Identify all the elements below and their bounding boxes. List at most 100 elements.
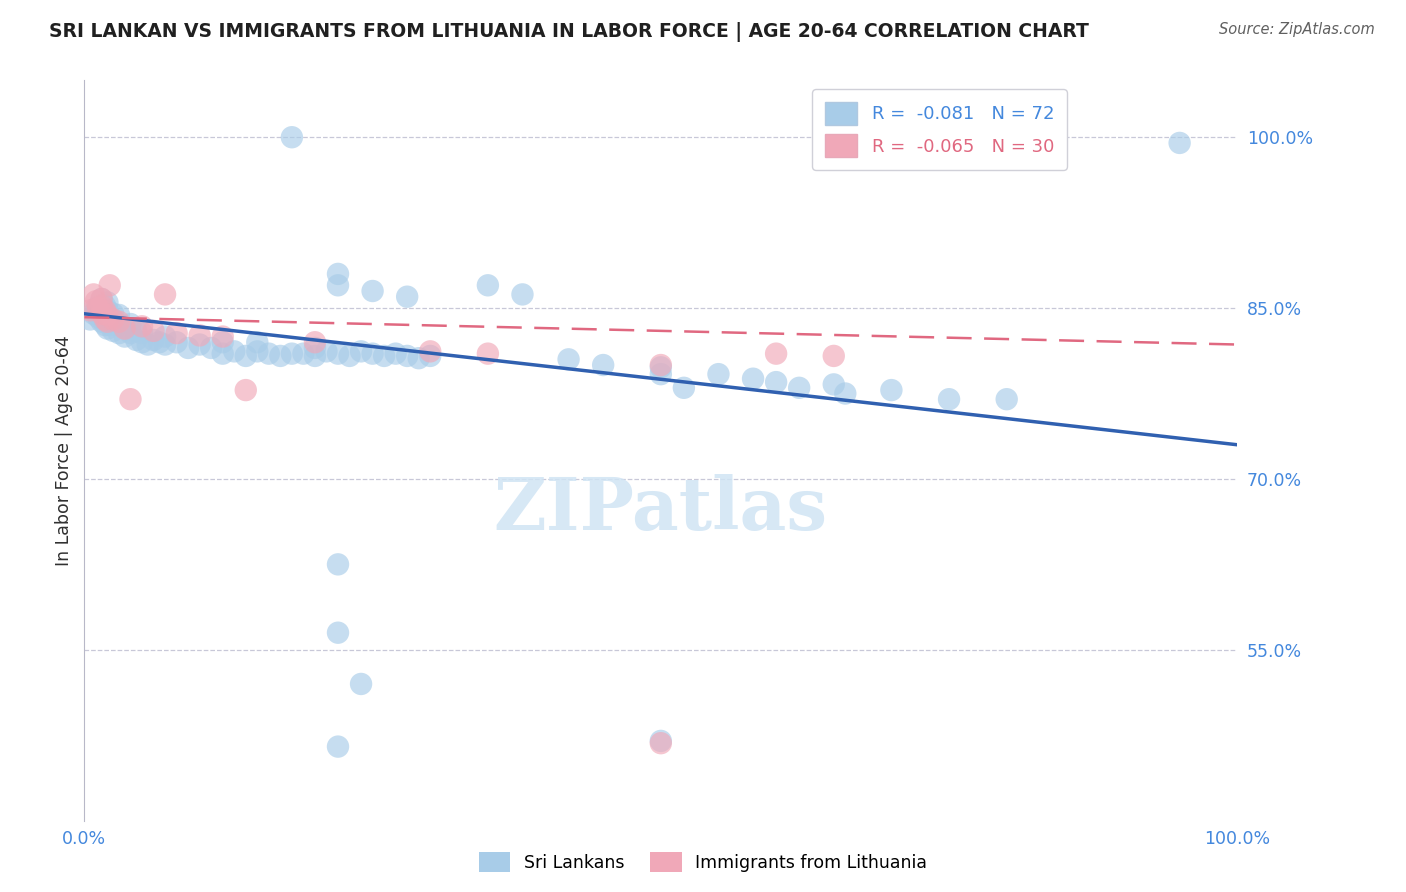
Point: [153, 329, 176, 343]
Text: Source: ZipAtlas.com: Source: ZipAtlas.com: [1219, 22, 1375, 37]
Point: [103, 312, 124, 326]
Point: [131, 319, 153, 334]
Point: [98, 309, 121, 323]
Point: [153, 337, 176, 351]
Point: [211, 346, 233, 360]
Point: [304, 341, 326, 355]
Point: [108, 315, 131, 329]
Point: [125, 333, 148, 347]
Point: [707, 367, 730, 381]
Point: [188, 328, 211, 343]
Point: [142, 324, 165, 338]
Point: [94, 299, 117, 313]
Point: [408, 351, 430, 366]
Point: [98, 318, 121, 333]
Point: [650, 734, 672, 748]
Point: [142, 333, 165, 347]
Point: [419, 344, 441, 359]
Point: [361, 284, 384, 298]
Point: [84, 301, 107, 315]
Point: [650, 358, 672, 372]
Point: [148, 335, 170, 350]
Text: ZIPatlas: ZIPatlas: [494, 475, 828, 545]
Point: [373, 349, 395, 363]
Point: [120, 326, 142, 340]
Point: [103, 307, 124, 321]
Point: [880, 383, 903, 397]
Point: [650, 736, 672, 750]
Point: [120, 392, 142, 407]
Point: [90, 299, 112, 313]
Point: [98, 278, 121, 293]
Point: [257, 346, 280, 360]
Point: [477, 346, 499, 360]
Point: [512, 287, 534, 301]
Point: [823, 377, 845, 392]
Point: [114, 329, 136, 343]
Point: [166, 326, 188, 340]
Point: [103, 324, 124, 338]
Point: [153, 287, 176, 301]
Point: [131, 326, 153, 340]
Point: [131, 335, 153, 350]
Point: [477, 278, 499, 293]
Point: [166, 335, 188, 350]
Point: [120, 317, 142, 331]
Point: [96, 321, 118, 335]
Point: [938, 392, 960, 407]
Point: [281, 346, 304, 360]
Point: [94, 303, 117, 318]
Point: [742, 372, 765, 386]
Point: [246, 344, 269, 359]
Point: [96, 312, 118, 326]
Point: [211, 335, 233, 350]
Point: [326, 346, 349, 360]
Point: [292, 346, 315, 360]
Point: [361, 346, 384, 360]
Point: [96, 308, 118, 322]
Point: [211, 329, 233, 343]
Point: [177, 341, 200, 355]
Legend: Sri Lankans, Immigrants from Lithuania: Sri Lankans, Immigrants from Lithuania: [471, 845, 935, 879]
Point: [90, 303, 112, 318]
Point: [83, 307, 105, 321]
Point: [94, 307, 117, 321]
Point: [200, 341, 222, 355]
Point: [90, 292, 112, 306]
Point: [96, 295, 118, 310]
Y-axis label: In Labor Force | Age 20-64: In Labor Force | Age 20-64: [55, 335, 73, 566]
Point: [87, 310, 110, 325]
Point: [87, 301, 110, 315]
Point: [304, 349, 326, 363]
Point: [224, 344, 246, 359]
Point: [396, 349, 419, 363]
Point: [125, 324, 148, 338]
Point: [419, 349, 441, 363]
Point: [79, 312, 101, 326]
Point: [108, 326, 131, 340]
Point: [384, 346, 406, 360]
Point: [90, 292, 112, 306]
Point: [90, 307, 112, 321]
Point: [672, 381, 695, 395]
Point: [315, 344, 337, 359]
Point: [96, 303, 118, 318]
Point: [90, 315, 112, 329]
Point: [103, 315, 124, 329]
Point: [83, 287, 105, 301]
Point: [326, 739, 349, 754]
Point: [823, 349, 845, 363]
Point: [834, 386, 856, 401]
Point: [235, 349, 257, 363]
Point: [326, 558, 349, 572]
Point: [396, 290, 419, 304]
Point: [326, 278, 349, 293]
Point: [350, 344, 373, 359]
Point: [765, 375, 787, 389]
Point: [269, 349, 291, 363]
Point: [188, 337, 211, 351]
Point: [350, 677, 373, 691]
Point: [94, 318, 117, 333]
Legend: R =  -0.081   N = 72, R =  -0.065   N = 30: R = -0.081 N = 72, R = -0.065 N = 30: [813, 89, 1067, 170]
Point: [326, 625, 349, 640]
